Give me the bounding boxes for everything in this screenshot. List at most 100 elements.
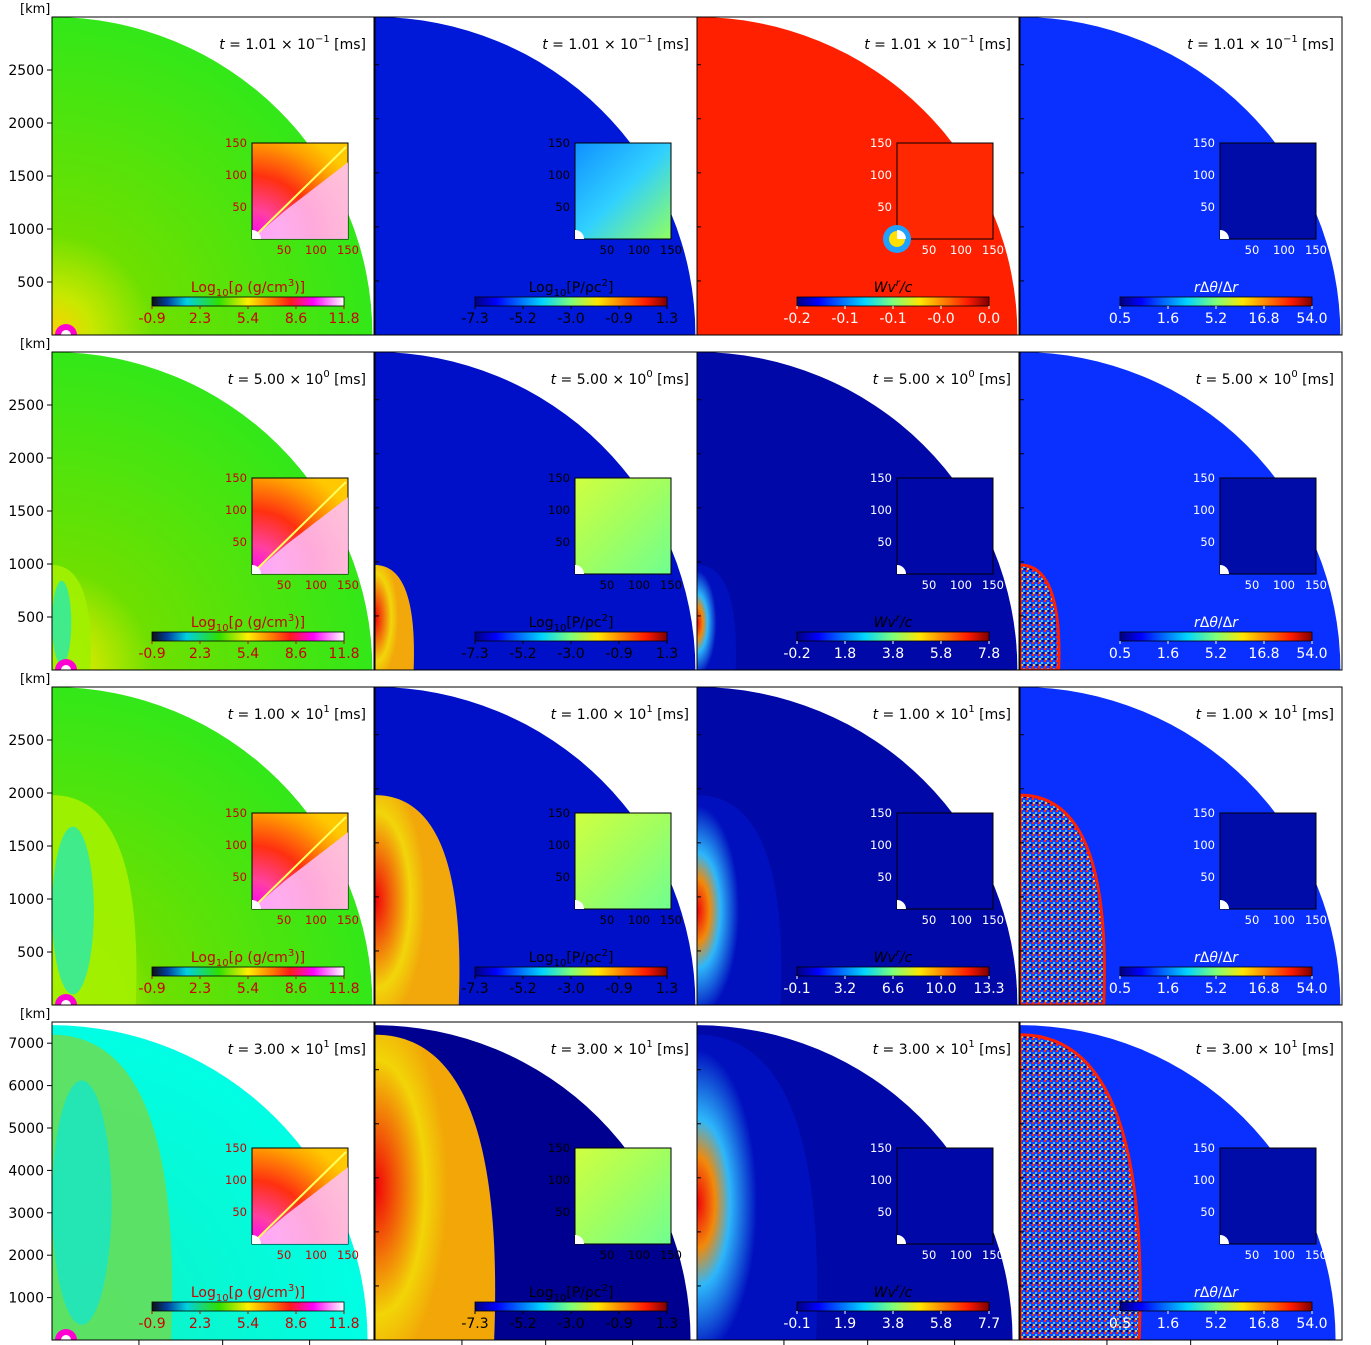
- inset-y-tick: 50: [1200, 870, 1215, 884]
- inset-x-tick: 100: [305, 243, 327, 257]
- outflow-bubble: [697, 1034, 818, 1340]
- domain-quadrant: [375, 17, 696, 335]
- central-core-inner: [61, 1335, 71, 1340]
- inset-map: [896, 142, 994, 240]
- inset-core-mask: [897, 230, 906, 239]
- inset-core-mask: [575, 1235, 584, 1244]
- row-unit-label: [km]: [20, 337, 50, 352]
- colorbar-tick-label: 7.7: [978, 1316, 1000, 1332]
- colorbar: [796, 966, 990, 977]
- inset-y-tick: 100: [225, 1173, 247, 1187]
- inset-y-tick: 150: [1193, 1141, 1215, 1155]
- panel-frame: [51, 351, 375, 671]
- colorbar-tick-label: -3.0: [557, 646, 584, 662]
- y-tick-label: 4000: [8, 1163, 44, 1179]
- panel-frame: [696, 1021, 1020, 1341]
- panel-resolution: t = 5.00 × 100 [ms] 50 50 100 100 150 150 rΔθ/Δ…: [1019, 351, 1343, 671]
- y-tick-label: 1500: [8, 839, 44, 855]
- inset-jet-edge: [255, 481, 347, 571]
- inset-wedge: [252, 497, 348, 574]
- inset-core-mask: [252, 900, 261, 909]
- colorbar: [1119, 296, 1313, 307]
- shock-front: [1020, 1033, 1142, 1340]
- inset-y-tick: 50: [555, 1205, 570, 1219]
- inset-y-tick: 100: [1193, 503, 1215, 517]
- inset-jet-edge: [255, 816, 347, 906]
- colorbar-tick-label: -0.9: [605, 311, 632, 327]
- central-core-inner: [61, 665, 71, 670]
- shock-front: [1020, 563, 1061, 670]
- panel-pressure: t = 5.00 × 100 [ms] 50 50 100 100 150 150 Log10…: [374, 351, 698, 671]
- colorbar-tick-label: 1.6: [1157, 311, 1179, 327]
- inset-x-tick: 150: [982, 578, 1004, 592]
- inset-x-tick: 100: [305, 913, 327, 927]
- inset-x-tick: 150: [660, 1248, 682, 1262]
- colorbar-tick-label: -0.9: [138, 981, 165, 997]
- inset-y-tick: 150: [225, 1141, 247, 1155]
- colorbar-tick-label: -0.1: [783, 1316, 810, 1332]
- inset-y-tick: 100: [1193, 838, 1215, 852]
- colorbar-tick-label: -5.2: [509, 311, 536, 327]
- domain-quadrant: [697, 352, 1018, 670]
- colorbar-tick-label: -7.3: [461, 981, 488, 997]
- y-tick-label: 2000: [8, 116, 44, 132]
- colorbar: [1119, 631, 1313, 642]
- colorbar: [474, 296, 668, 307]
- colorbar-tick-label: 16.8: [1248, 1316, 1279, 1332]
- panel-body: [375, 1022, 697, 1340]
- panel-pressure: t = 3.00 × 101 [ms] 50 50 100 100 150 150 Log10…: [374, 1021, 698, 1345]
- panel-pressure: t = 1.01 × 10−1 [ms] 50 50 100 100 150 150 Log1…: [374, 16, 698, 336]
- colorbar-tick-label: -0.1: [879, 311, 906, 327]
- panel-resolution: t = 3.00 × 101 [ms] 50 50 100 100 150 150 rΔθ/Δ…: [1019, 1021, 1343, 1345]
- central-core: [55, 324, 77, 335]
- inset-y-tick: 50: [1200, 200, 1215, 214]
- inset-x-tick: 50: [1245, 1248, 1260, 1262]
- central-core: [55, 994, 77, 1005]
- inset-x-tick: 100: [628, 913, 650, 927]
- y-tick-label: 2000: [8, 1248, 44, 1264]
- colorbar: [151, 296, 345, 307]
- inset-x-tick: 150: [982, 243, 1004, 257]
- y-tick-label: 1000: [8, 557, 44, 573]
- inset-y-tick: 150: [225, 806, 247, 820]
- inset-y-tick: 150: [225, 471, 247, 485]
- inset-core-mask: [252, 565, 261, 574]
- inset-y-tick: 50: [555, 200, 570, 214]
- colorbar: [474, 1301, 668, 1312]
- panel-body: [697, 687, 1019, 1005]
- colorbar-tick-label: 0.0: [978, 311, 1000, 327]
- inset-y-tick: 150: [548, 471, 570, 485]
- central-core: [55, 1329, 77, 1340]
- y-tick-label: 1500: [8, 504, 44, 520]
- inset-x-tick: 50: [600, 578, 615, 592]
- colorbar-label: rΔθ/Δr: [1194, 615, 1239, 631]
- colorbar-tick-label: 8.6: [285, 1316, 307, 1332]
- inset-x-tick: 100: [628, 1248, 650, 1262]
- inset-wedge: [252, 162, 348, 239]
- inset-y-tick: 100: [870, 838, 892, 852]
- inset-map: [574, 477, 672, 575]
- inset-y-tick: 150: [1193, 471, 1215, 485]
- colorbar-tick-label: 0.5: [1109, 311, 1131, 327]
- colorbar: [796, 631, 990, 642]
- panel-density: t = 1.00 × 101 [ms] 50 50 100 100 150 150 Log10…: [51, 686, 375, 1006]
- panel-frame: [696, 16, 1020, 336]
- panel-frame: [51, 1021, 375, 1341]
- inset-x-tick: 50: [600, 913, 615, 927]
- inset-x-tick: 100: [1273, 1248, 1295, 1262]
- inset-y-tick: 100: [548, 1173, 570, 1187]
- colorbar-tick-label: 11.8: [328, 646, 359, 662]
- time-label: t = 1.01 × 10−1 [ms]: [1187, 34, 1334, 53]
- y-tick-label: 6000: [8, 1079, 44, 1095]
- inset-y-tick: 150: [548, 1141, 570, 1155]
- y-tick-label: 2500: [8, 63, 44, 79]
- colorbar-tick-label: -3.0: [557, 981, 584, 997]
- colorbar: [151, 631, 345, 642]
- colorbar-tick-label: 1.3: [656, 646, 678, 662]
- inset-y-tick: 50: [232, 1205, 247, 1219]
- colorbar-tick-label: 2.3: [189, 311, 211, 327]
- colorbar-tick-label: 1.6: [1157, 646, 1179, 662]
- colorbar-label: Wvr/c: [874, 948, 913, 966]
- row-unit-label: [km]: [20, 2, 50, 17]
- inset-y-tick: 50: [232, 200, 247, 214]
